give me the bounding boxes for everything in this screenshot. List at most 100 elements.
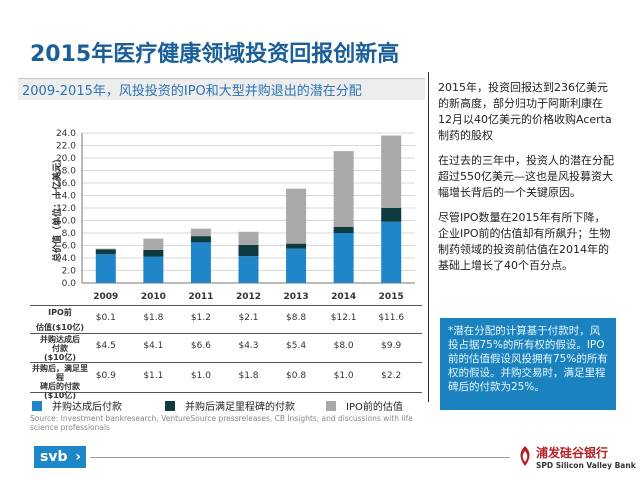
legend-label: IPO前的估值 xyxy=(346,402,403,413)
table-rule-top xyxy=(30,305,422,306)
bar-segment-milestone xyxy=(95,249,116,255)
bar-segment-ipo xyxy=(286,188,307,244)
svb-logo: svb › xyxy=(34,446,86,468)
table-cell: $2.2 xyxy=(381,371,402,381)
table-cell: $1.0 xyxy=(190,371,211,381)
y-tick-label: 18.0 xyxy=(56,167,76,177)
y-tick-label: 6.0 xyxy=(62,242,77,252)
y-tick-label: 10.0 xyxy=(56,217,76,227)
spd-bank-subtitle: SPD Silicon Valley Bank xyxy=(536,461,636,470)
chart-subtitle: 2009-2015年，风投投资的IPO和大型并购退出的潜在分配 xyxy=(22,84,362,99)
y-tick-label: 22.0 xyxy=(56,142,76,152)
y-tick-label: 14.0 xyxy=(56,192,76,202)
legend-swatch xyxy=(32,401,42,411)
bar-segment-ma xyxy=(95,254,116,283)
table-cell: $4.1 xyxy=(143,341,164,351)
table-cell: $1.0 xyxy=(333,371,354,381)
row-label-line: IPO前 xyxy=(48,308,72,317)
source-note: Source: Investment bankresearch, Venture… xyxy=(30,414,413,432)
bar-segment-ma xyxy=(143,256,164,283)
stacked-bar-chart: 0.0 2.0 4.0 6.0 8.0 10.0 12.0 14.0 16.0 18.0 20.0 2… xyxy=(51,129,415,302)
note-2: 在过去的三年中，投资人的潜在分配超过550亿美元—这也是风投募资大幅增长背后的一… xyxy=(438,154,614,199)
row-label-line: 并购达成后 xyxy=(40,335,80,344)
y-tick-label: 8.0 xyxy=(62,229,77,239)
table-cell: $2.1 xyxy=(238,313,259,323)
bar-segment-milestone xyxy=(333,226,354,233)
y-tick-label: 4.0 xyxy=(62,254,77,264)
table-cell: $6.6 xyxy=(190,341,211,351)
chevron-right-icon: › xyxy=(75,449,81,465)
table-rule xyxy=(30,333,422,334)
bar-segment-milestone xyxy=(190,236,211,243)
legend-label: 并购后满足里程碑的付款 xyxy=(185,402,295,413)
note-1: 2015年，投资回报达到236亿美元的新高度，部分归功于阿斯利康在12月以40亿… xyxy=(438,81,612,142)
row-label-line: 并购后，满足里程 xyxy=(32,364,88,382)
x-tick-label: 2011 xyxy=(188,292,213,302)
x-tick-label: 2009 xyxy=(93,292,118,302)
bar-segment-ipo xyxy=(95,248,116,250)
y-tick-label: 0.0 xyxy=(62,279,77,289)
spd-bank-name: 浦发硅谷银行 xyxy=(536,446,609,460)
table-cell: $4.3 xyxy=(238,341,259,351)
table-cell: $5.4 xyxy=(286,341,307,351)
column-divider xyxy=(428,72,429,402)
table-cell: $0.8 xyxy=(286,371,307,381)
y-tick-label: 16.0 xyxy=(56,179,76,189)
bar-segment-ipo xyxy=(381,135,402,208)
bar-segment-ma xyxy=(333,233,354,283)
row-label-line: ($10亿) xyxy=(43,353,76,362)
page-title: 2015年医疗健康领域投资回报创新高 xyxy=(30,42,400,67)
table-cell: $4.5 xyxy=(95,341,116,351)
callout-text: *潜在分配的计算基于付款时，风投占据75%的所有权的假设。IPO前的估值假设风投… xyxy=(448,325,608,393)
spd-bank-logo-icon xyxy=(520,446,530,466)
table-cell: $0.1 xyxy=(95,313,116,323)
x-tick-label: 2014 xyxy=(331,292,356,302)
table-row-label-ma: 并购达成后 付款 ($10亿) xyxy=(30,335,90,362)
table-cell: $11.6 xyxy=(378,313,405,323)
x-tick-label: 2013 xyxy=(284,292,309,302)
note-3: 尽管IPO数量在2015年有所下降，企业IPO前的估值却有所飙升；生物制药领域的… xyxy=(438,211,611,272)
table-rule xyxy=(30,362,422,363)
y-tick-label: 20.0 xyxy=(56,154,76,164)
footnote-callout: *潜在分配的计算基于付款时，风投占据75%的所有权的假设。IPO前的估值假设风投… xyxy=(440,318,616,410)
bar-segment-milestone xyxy=(238,244,259,257)
footer-rule xyxy=(90,457,510,458)
table-cell: $0.9 xyxy=(95,371,116,381)
row-label-line: 估值($10亿) xyxy=(35,323,84,332)
bar-segment-ipo xyxy=(143,238,164,250)
x-tick-label: 2015 xyxy=(379,292,404,302)
table-cell: $1.8 xyxy=(238,371,259,381)
table-row-label-milestone: 并购后，满足里程 碑后的付款 ($10亿) xyxy=(30,364,90,400)
bar-segment-milestone xyxy=(286,243,307,249)
legend-item: 并购达成后付款 xyxy=(32,398,122,413)
legend-swatch xyxy=(165,401,175,411)
table-rule-bottom xyxy=(30,392,422,393)
bar-segment-milestone xyxy=(381,208,402,222)
bar-segment-ma xyxy=(190,242,211,283)
table-row-label-ipo: IPO前 估值($10亿) xyxy=(30,308,90,332)
notes-panel: 2015年，投资回报达到236亿美元的新高度，部分归功于阿斯利康在12月以40亿… xyxy=(438,80,614,283)
table-cell: $8.0 xyxy=(333,341,354,351)
y-tick-label: 12.0 xyxy=(56,204,76,214)
y-tick-label: 24.0 xyxy=(56,129,76,139)
bar-segment-milestone xyxy=(143,249,164,257)
subtitle-bar xyxy=(18,78,425,100)
y-tick-label: 2.0 xyxy=(62,267,77,277)
legend-item: 并购后满足里程碑的付款 xyxy=(165,398,295,413)
row-label-line: ($10亿) xyxy=(43,391,76,400)
bar-segment-ipo xyxy=(238,231,259,245)
bar-segment-ma xyxy=(381,221,402,283)
row-label-line: 碑后的付款 xyxy=(40,382,80,391)
table-cell: $1.2 xyxy=(190,313,211,323)
table-cell: $12.1 xyxy=(330,313,357,323)
x-tick-label: 2010 xyxy=(141,292,166,302)
x-tick-label: 2012 xyxy=(236,292,261,302)
row-label-line: 付款 xyxy=(52,344,68,353)
bar-segment-ipo xyxy=(333,151,354,227)
table-cell: $1.1 xyxy=(143,371,164,381)
table-cell: $8.8 xyxy=(286,313,307,323)
table-cell: $9.9 xyxy=(381,341,402,351)
y-axis-label: 总价值（单位：十亿美元） xyxy=(51,154,63,262)
table-cell: $1.8 xyxy=(143,313,164,323)
svb-logo-text: svb xyxy=(40,449,68,465)
